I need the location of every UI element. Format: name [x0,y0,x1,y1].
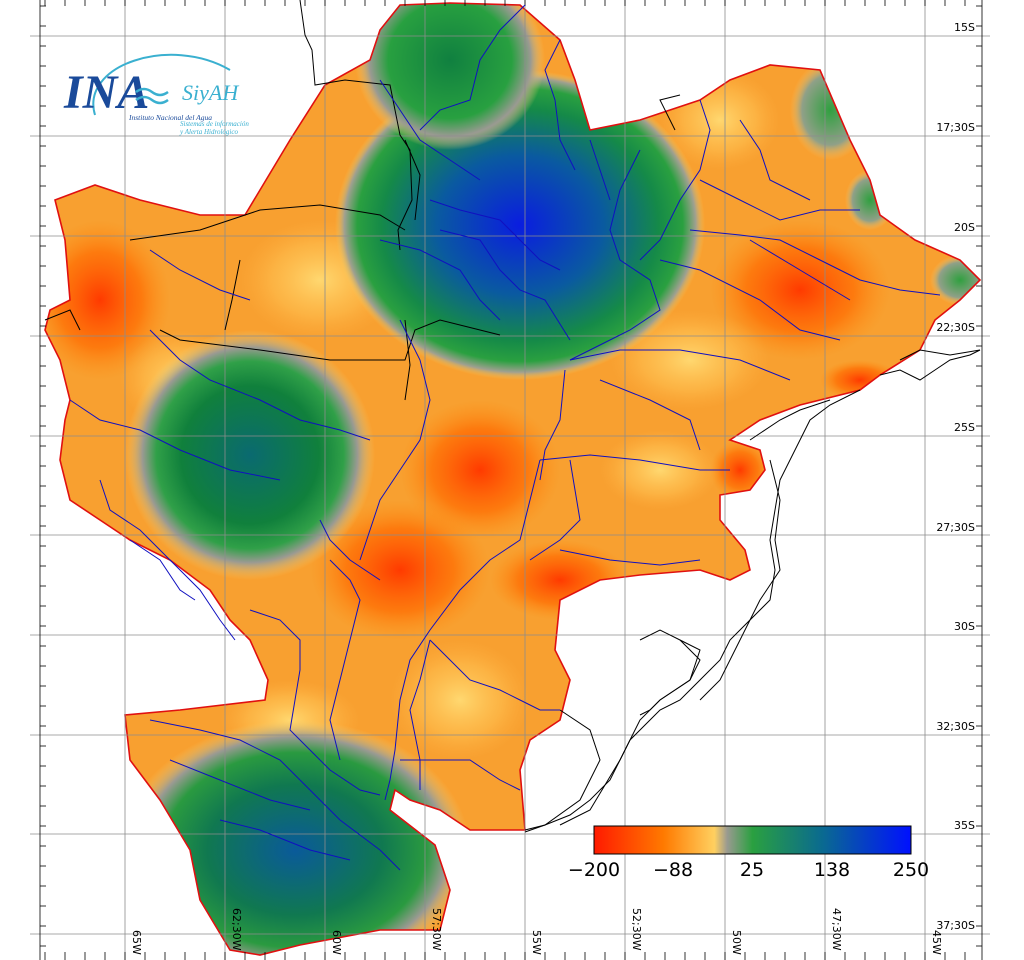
colorbar-tick-label: 25 [740,859,764,881]
rivers [69,4,941,871]
colorbar: −200 −88 25 138 250 [568,825,929,881]
lon-label: 57;30W [430,908,443,951]
lon-label: 47;30W [830,908,843,951]
lat-label: 15S [954,21,975,34]
lat-label: 32;30S [936,720,975,733]
coastline [524,349,981,833]
lon-label: 60W [330,930,343,955]
lat-label: 37;30S [936,919,975,932]
wave-icon [135,87,169,105]
ina-siyah-logo: INA SiyAH Instituto Nacional del Agua Si… [63,54,249,136]
lat-label: 25S [954,421,975,434]
logo-subtitle-1: Sistemas de información [180,120,249,128]
longitude-labels: 65W 62;30W 60W 57;30W 55W 52;30W 50W 47;… [130,908,943,955]
lat-label: 27;30S [936,521,975,534]
graticule [30,0,990,960]
colorbar-tick-label: 250 [893,859,929,881]
frame-ticks [39,0,983,960]
latitude-labels: 15S 17;30S 20S 22;30S 25S 27;30S 30S 32;… [936,21,975,932]
lat-label: 35S [954,819,975,832]
lat-label: 20S [954,221,975,234]
logo-name: INA [63,66,149,119]
lon-label: 55W [530,930,543,955]
lon-label: 65W [130,930,143,955]
lon-label: 52;30W [630,908,643,951]
colorbar-tick-label: −88 [653,859,693,881]
lat-label: 30S [954,620,975,633]
colorbar-tick-label: −200 [568,859,620,881]
logo-swoosh [92,54,231,116]
logo-subtitle-2: y Alerta Hidrológico [179,128,238,136]
colorbar-gradient [593,825,912,855]
lat-label: 22;30S [936,321,975,334]
colorbar-tick-label: 138 [814,859,850,881]
logo-system: SiyAH [182,80,239,105]
logo-institute: Instituto Nacional del Agua [128,113,212,122]
lon-label: 45W [930,930,943,955]
lat-label: 17;30S [936,121,975,134]
lon-label: 50W [730,930,743,955]
political-boundaries [44,0,981,831]
lon-label: 62;30W [230,908,243,951]
